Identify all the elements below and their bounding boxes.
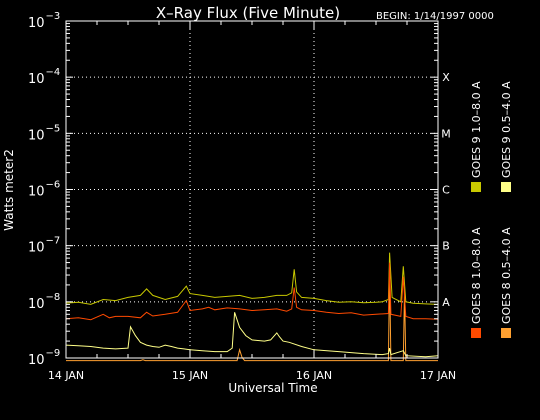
y-axis-ticks: 10−3 10−4 10−5 10−6 10−7 10−8 10−9 — [28, 11, 438, 368]
legend-label: GOES 8 0.5–4.0 A — [500, 227, 513, 324]
legend-swatch — [501, 328, 511, 338]
y-tick-exponent: −8 — [46, 292, 61, 303]
begin-date-label: BEGIN: 1/14/1997 0000 — [376, 11, 494, 22]
flare-class-label: M — [441, 127, 451, 140]
legend-swatch — [501, 182, 511, 192]
grid-lines — [66, 21, 438, 358]
y-tick-label: 10−8 — [28, 292, 60, 312]
x-axis-ticks: 14 JAN 15 JAN 16 JAN 17 JAN — [48, 21, 456, 382]
legend-label: GOES 9 1.0–8.0 A — [470, 81, 483, 178]
flare-class-label: X — [442, 71, 450, 84]
chart-title: X–Ray Flux (Five Minute) — [156, 4, 340, 22]
series-line — [65, 252, 439, 305]
series-line — [66, 271, 438, 362]
y-tick-exponent: −9 — [46, 348, 61, 359]
y-tick-exponent: −5 — [46, 123, 61, 134]
flare-class-label: A — [442, 296, 450, 309]
legend-swatch — [471, 328, 481, 338]
y-axis-label: Watts meter2 — [2, 149, 16, 231]
y-tick-exponent: −7 — [46, 236, 61, 247]
x-tick-label: 14 JAN — [48, 369, 84, 382]
series-line — [65, 262, 439, 321]
x-tick-label: 15 JAN — [172, 369, 208, 382]
x-tick-label: 16 JAN — [296, 369, 332, 382]
y-tick-exponent: −6 — [46, 180, 61, 191]
y-tick-label: 10−7 — [28, 236, 60, 256]
x-axis-label: Universal Time — [228, 381, 317, 395]
legend-label: GOES 8 1.0–8.0 A — [470, 227, 483, 324]
flare-class-label: C — [442, 184, 450, 197]
series-lines — [65, 252, 439, 362]
y-tick-label: 10−4 — [28, 67, 60, 87]
series-line — [65, 312, 439, 358]
y-tick-label: 10−5 — [28, 123, 60, 143]
legend: GOES 8 1.0–8.0 A GOES 9 1.0–8.0 A GOES 8 0… — [470, 81, 513, 338]
y-tick-exponent: −4 — [46, 67, 61, 78]
flare-class-label: B — [442, 240, 450, 253]
legend-swatch — [471, 182, 481, 192]
flare-class-labels: X M C B A — [441, 71, 451, 309]
y-tick-label: 10−6 — [28, 180, 60, 200]
legend-label: GOES 9 0.5–4.0 A — [500, 81, 513, 178]
x-tick-label: 17 JAN — [420, 369, 456, 382]
y-tick-label: 10−3 — [28, 11, 60, 31]
y-tick-label: 10−9 — [28, 348, 60, 368]
y-tick-exponent: −3 — [46, 11, 61, 22]
